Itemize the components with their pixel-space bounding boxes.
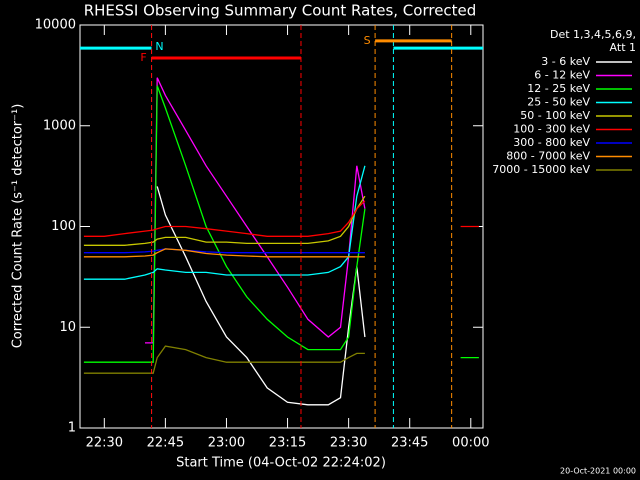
legend-label: 800 - 7000 keV (506, 150, 590, 163)
legend-label: 50 - 100 keV (520, 109, 590, 122)
legend-label: 300 - 800 keV (513, 136, 590, 149)
legend-label: 12 - 25 keV (527, 82, 590, 95)
legend-title: Det 1,3,4,5,6,9, (550, 28, 636, 41)
series-line (156, 186, 366, 406)
series-line (83, 248, 365, 258)
series-line (83, 200, 479, 237)
plot-frame (79, 24, 484, 429)
series-line (83, 195, 366, 246)
y-tick-label: 1 (68, 421, 76, 436)
legend-label: 6 - 12 keV (534, 69, 590, 82)
x-tick-label: 23:30 (330, 436, 367, 451)
flag-label: S (364, 34, 371, 47)
series-line (83, 85, 479, 363)
legend-label: 25 - 50 keV (527, 96, 590, 109)
y-tick-label: 10000 (35, 18, 76, 33)
legend-label: 3 - 6 keV (541, 55, 590, 68)
series-line (83, 345, 365, 374)
flag-label: N (155, 40, 163, 53)
x-tick-label: 22:30 (86, 436, 123, 451)
legend-label: 100 - 300 keV (513, 123, 590, 136)
y-tick-label: 1000 (43, 118, 76, 133)
x-tick-label: 00:00 (452, 436, 489, 451)
y-tick-label: 100 (51, 219, 76, 234)
series-line (83, 248, 365, 254)
series-line (145, 77, 366, 344)
x-tick-label: 22:45 (147, 436, 184, 451)
x-tick-label: 23:00 (208, 436, 245, 451)
x-tick-label: 23:15 (269, 436, 306, 451)
y-axis-label: Corrected Count Rate (s⁻¹ detector⁻¹) (11, 104, 26, 349)
x-axis-label: Start Time (04-Oct-02 22:24:02) (176, 456, 386, 471)
legend-label: 7000 - 15000 keV (492, 163, 590, 176)
x-tick-label: 23:45 (391, 436, 428, 451)
footer: 20-Oct-2021 00:00 (560, 467, 636, 476)
legend-title: Att 1 (610, 41, 636, 54)
chart-title: RHESSI Observing Summary Count Rates, Co… (84, 2, 477, 20)
y-tick-label: 10 (59, 320, 76, 335)
flag-label: F (140, 51, 146, 64)
series-line (83, 165, 366, 280)
